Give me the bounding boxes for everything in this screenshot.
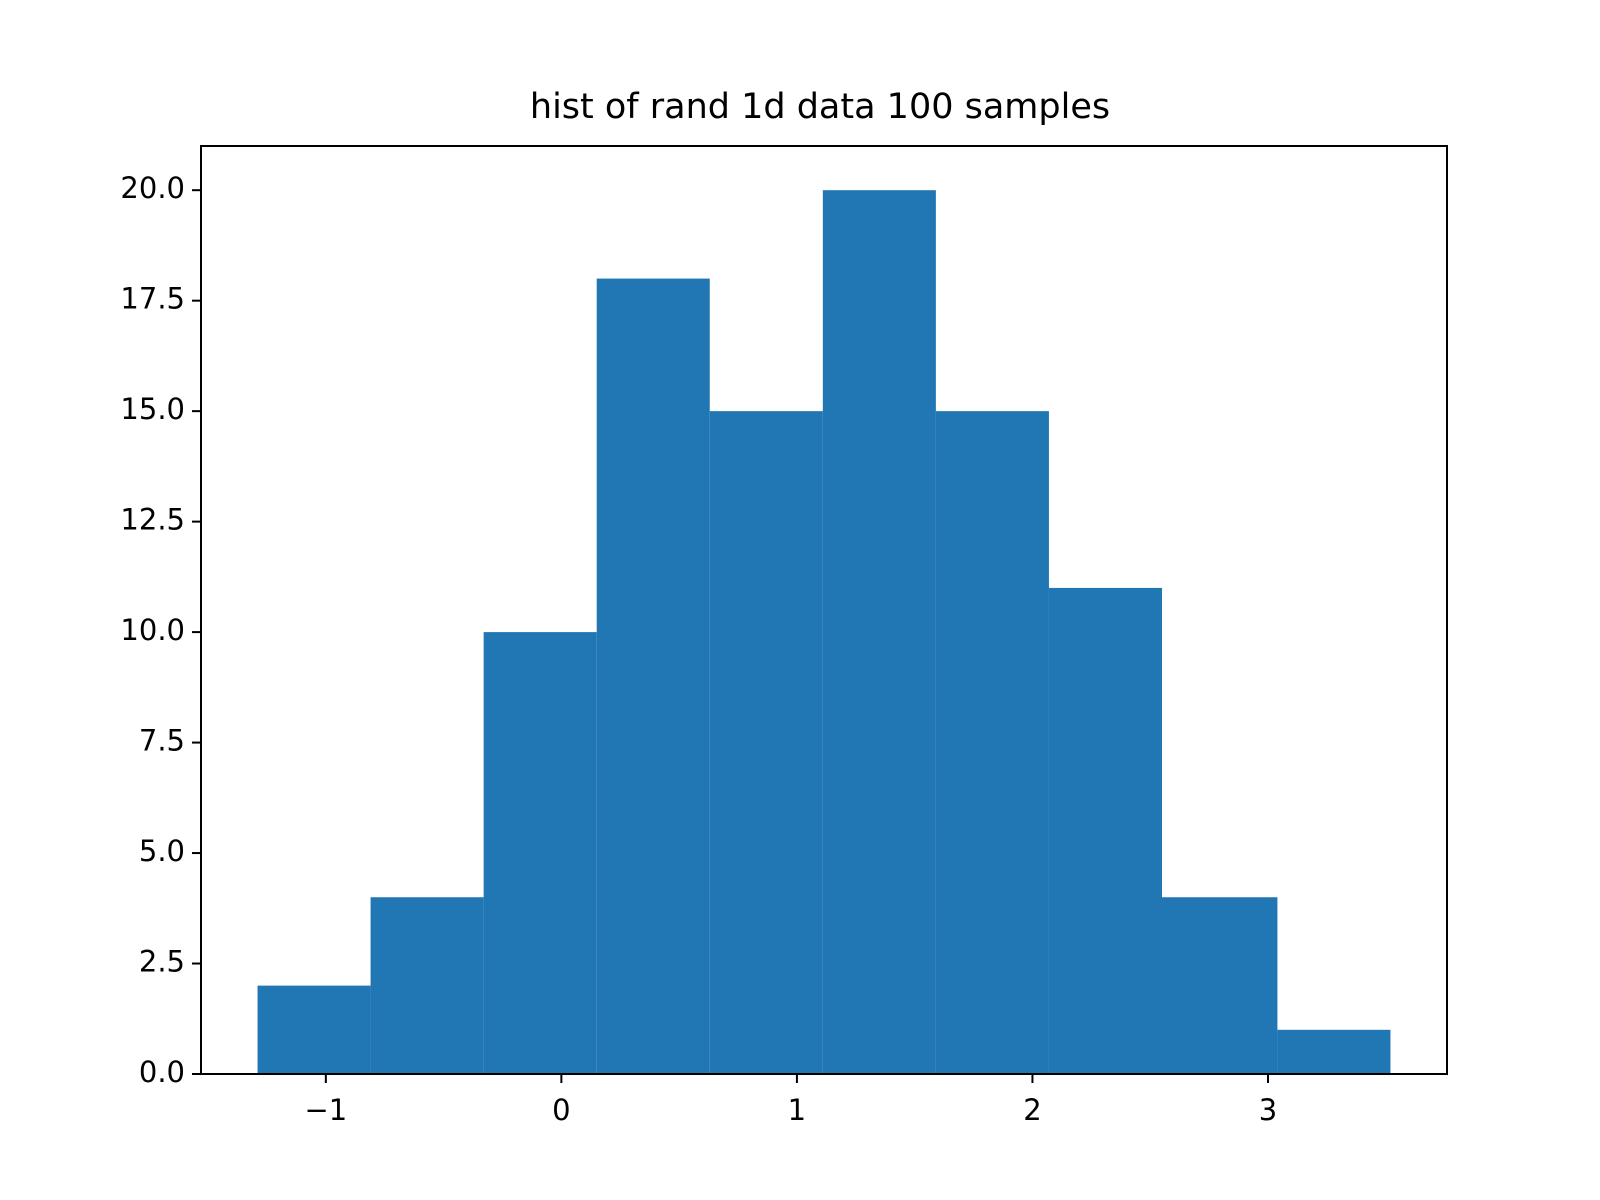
x-tick-label: 1 <box>788 1093 806 1127</box>
bar <box>257 985 371 1074</box>
x-tick-label: −1 <box>304 1093 347 1127</box>
y-tick-label: 10.0 <box>120 613 185 647</box>
x-tick-label: 0 <box>552 1093 570 1127</box>
bar <box>370 897 484 1074</box>
bar <box>1048 587 1162 1074</box>
plot-frame <box>200 145 1448 1075</box>
x-tick-label: 2 <box>1023 1093 1041 1127</box>
y-tick-label: 17.5 <box>120 282 185 316</box>
bar <box>1277 1029 1391 1074</box>
bar <box>1161 897 1278 1074</box>
bar <box>822 190 936 1074</box>
y-tick-label: 0.0 <box>139 1055 185 1089</box>
chart-title: hist of rand 1d data 100 samples <box>530 87 1110 127</box>
y-tick-label: 7.5 <box>139 724 185 758</box>
bar <box>483 632 597 1074</box>
y-tick-label: 20.0 <box>120 171 185 205</box>
y-tick-label: 2.5 <box>139 945 185 979</box>
bar <box>596 278 710 1075</box>
x-tick-label: 3 <box>1259 1093 1277 1127</box>
bar <box>709 411 823 1075</box>
y-tick-label: 12.5 <box>120 503 185 537</box>
y-tick-label: 15.0 <box>120 392 185 426</box>
y-tick-label: 5.0 <box>139 834 185 868</box>
bar <box>935 411 1049 1075</box>
